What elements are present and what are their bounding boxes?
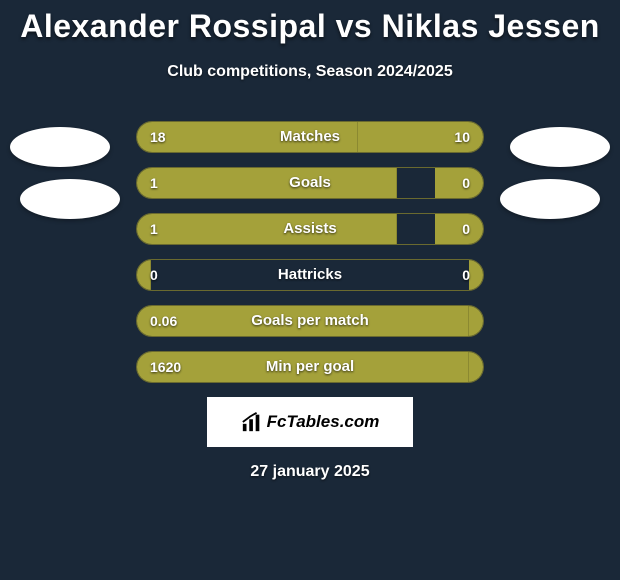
row-label: Hattricks — [136, 259, 484, 291]
brand-text: FcTables.com — [267, 412, 380, 432]
stat-row: 0.06Goals per match — [136, 305, 484, 337]
player-left-avatar-shadow — [20, 179, 120, 219]
stat-row: 1810Matches — [136, 121, 484, 153]
row-label: Min per goal — [136, 351, 484, 383]
player-right-avatar-shadow — [500, 179, 600, 219]
comparison-chart: 1810Matches 10Goals 10Assists 00Hattricks 0.… — [0, 121, 620, 481]
row-label: Assists — [136, 213, 484, 245]
chart-icon — [241, 411, 263, 433]
player-right-avatar — [510, 127, 610, 167]
stat-row: 1620Min per goal — [136, 351, 484, 383]
row-label: Goals — [136, 167, 484, 199]
player-left-avatar — [10, 127, 110, 167]
stat-row: 00Hattricks — [136, 259, 484, 291]
stat-row: 10Assists — [136, 213, 484, 245]
row-label: Goals per match — [136, 305, 484, 337]
page-title: Alexander Rossipal vs Niklas Jessen — [0, 0, 620, 45]
stat-row: 10Goals — [136, 167, 484, 199]
brand-badge[interactable]: FcTables.com — [207, 397, 413, 447]
date-label: 27 january 2025 — [0, 463, 620, 481]
subtitle: Club competitions, Season 2024/2025 — [0, 63, 620, 81]
row-label: Matches — [136, 121, 484, 153]
